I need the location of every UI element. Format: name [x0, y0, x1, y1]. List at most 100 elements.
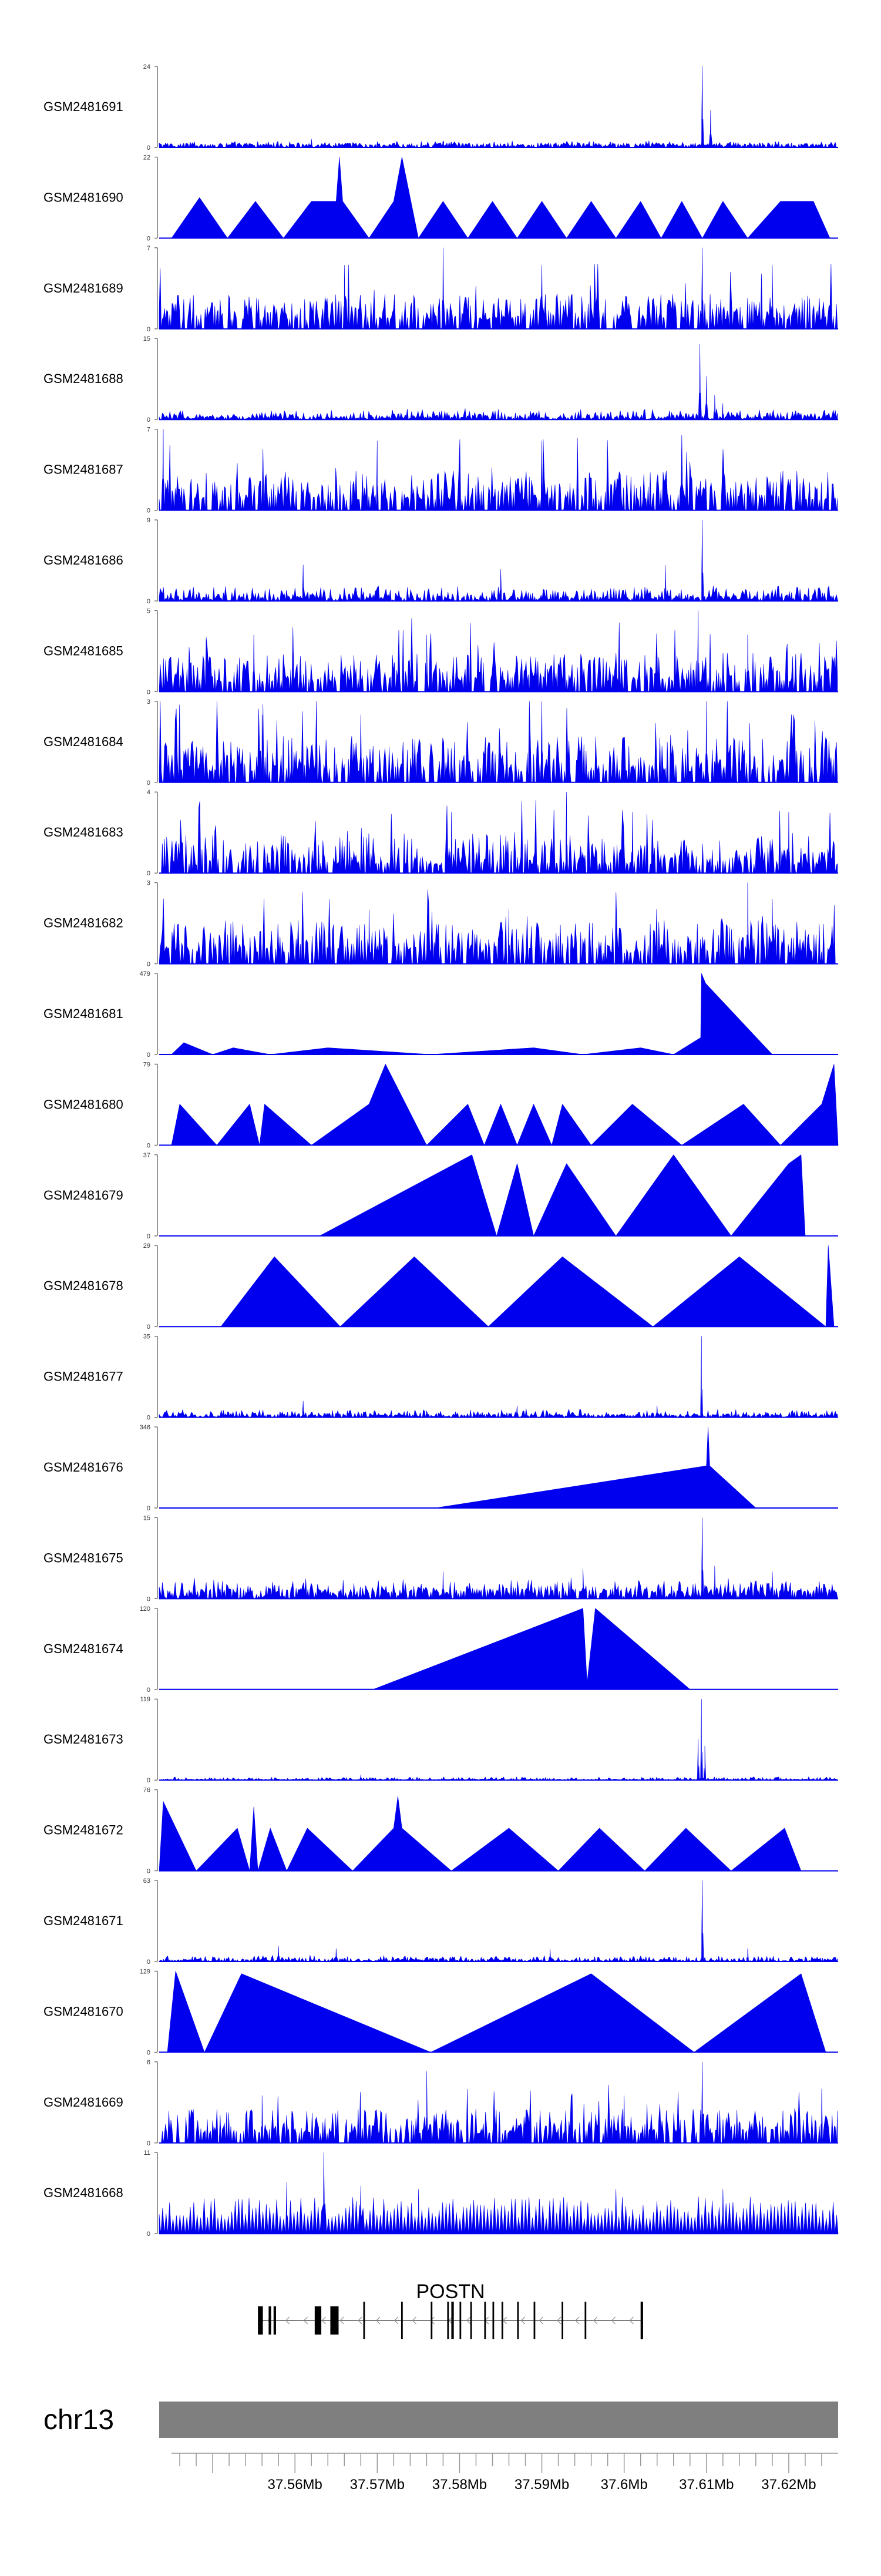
track-GSM2481687: GSM2481687 7 0 — [43, 426, 838, 515]
y-max-label: 9 — [147, 517, 150, 524]
track-label: GSM2481690 — [43, 190, 123, 204]
y-max-label: 76 — [143, 1787, 150, 1794]
coverage-area — [435, 1426, 756, 1509]
strand-arrow — [575, 2316, 580, 2325]
coverage-area — [220, 1245, 835, 1327]
y-min-label: 0 — [147, 508, 150, 515]
coverage-area — [159, 344, 838, 420]
coverage-area — [159, 791, 838, 874]
coverage-area — [373, 1608, 691, 1690]
y-max-label: 120 — [140, 1606, 150, 1613]
y-max-label: 7 — [147, 245, 150, 252]
exon — [268, 2306, 271, 2335]
exon — [501, 2302, 503, 2339]
strand-arrow — [339, 2316, 344, 2325]
strand-arrow — [466, 2316, 471, 2325]
y-min-label: 0 — [147, 870, 150, 877]
track-label: GSM2481669 — [43, 2095, 123, 2110]
y-min-label: 0 — [147, 1596, 150, 1603]
y-min-label: 0 — [147, 1324, 150, 1331]
genome-axis: 37.56Mb 37.57Mb 37.58Mb 37.59Mb 37.6Mb 37.61M… — [172, 2453, 838, 2493]
track-GSM2481681: GSM2481681 479 0 — [43, 970, 838, 1059]
y-min-label: 0 — [147, 1687, 150, 1694]
strand-arrow — [303, 2316, 308, 2325]
y-min-label: 0 — [147, 417, 150, 424]
strand-arrow — [629, 2316, 634, 2325]
y-min-label: 0 — [147, 326, 150, 333]
track-label: GSM2481688 — [43, 371, 123, 386]
exon — [459, 2302, 462, 2339]
y-max-label: 11 — [144, 2150, 150, 2157]
track-label: GSM2481668 — [43, 2185, 123, 2200]
track-GSM2481671: GSM2481671 63 0 — [43, 1878, 838, 1966]
y-max-label: 35 — [143, 1334, 150, 1341]
coverage-area — [159, 1796, 802, 1871]
y-max-label: 4 — [147, 789, 150, 796]
y-max-label: 15 — [143, 335, 150, 342]
strand-arrow — [412, 2316, 416, 2325]
track-label: GSM2481681 — [43, 1006, 123, 1021]
y-max-label: 479 — [140, 970, 150, 978]
track-GSM2481680: GSM2481680 79 0 — [43, 1061, 839, 1149]
y-max-label: 129 — [140, 1968, 150, 1975]
exon — [330, 2306, 339, 2335]
coverage-area — [319, 1154, 806, 1237]
y-max-label: 6 — [147, 2059, 150, 2066]
strand-arrow — [502, 2316, 507, 2325]
track-GSM2481677: GSM2481677 35 0 — [43, 1334, 838, 1422]
track-label: GSM2481673 — [43, 1732, 123, 1747]
chromosome-band — [159, 2402, 838, 2438]
y-max-label: 63 — [143, 1878, 150, 1885]
track-GSM2481673: GSM2481673 119 0 — [43, 1696, 838, 1784]
y-max-label: 24 — [143, 63, 150, 70]
y-min-label: 0 — [147, 2140, 150, 2147]
track-GSM2481686: GSM2481686 9 0 — [43, 517, 838, 605]
y-min-label: 0 — [147, 780, 150, 787]
x-tick-label: 37.57Mb — [350, 2477, 405, 2493]
exon — [363, 2302, 365, 2339]
track-GSM2481669: GSM2481669 6 0 — [43, 2059, 838, 2147]
track-label: GSM2481674 — [43, 1641, 123, 1656]
coverage-area — [159, 1336, 838, 1418]
y-max-label: 7 — [147, 426, 150, 434]
strand-arrow — [376, 2316, 381, 2325]
exon — [258, 2306, 263, 2335]
track-GSM2481682: GSM2481682 3 0 — [43, 880, 838, 968]
track-label: GSM2481671 — [43, 1913, 123, 1928]
y-min-label: 0 — [147, 1052, 150, 1059]
x-tick-label: 37.59Mb — [515, 2477, 569, 2493]
track-GSM2481684: GSM2481684 3 0 — [43, 698, 838, 787]
coverage-area — [159, 66, 838, 148]
strand-arrow — [539, 2316, 543, 2325]
exon — [517, 2302, 519, 2339]
y-min-label: 0 — [147, 1959, 150, 1966]
track-label: GSM2481689 — [43, 281, 123, 295]
strand-arrow — [557, 2316, 561, 2325]
x-tick-label: 37.62Mb — [761, 2477, 816, 2493]
y-max-label: 22 — [143, 154, 150, 161]
y-min-label: 0 — [147, 1233, 150, 1240]
coverage-area — [159, 882, 838, 964]
y-min-label: 0 — [147, 235, 150, 242]
coverage-area — [159, 429, 838, 511]
strand-arrow — [611, 2316, 616, 2325]
y-min-label: 0 — [147, 1868, 150, 1875]
exon — [314, 2306, 322, 2335]
exon — [584, 2302, 587, 2339]
track-label: GSM2481686 — [43, 553, 123, 567]
coverage-area — [159, 247, 838, 330]
y-min-label: 0 — [147, 688, 150, 696]
exon — [470, 2302, 472, 2339]
track-GSM2481685: GSM2481685 5 0 — [43, 607, 838, 696]
track-GSM2481683: GSM2481683 4 0 — [43, 789, 838, 877]
y-min-label: 0 — [147, 961, 150, 968]
strand-arrow — [285, 2316, 290, 2325]
strand-arrow — [448, 2316, 453, 2325]
y-min-label: 0 — [147, 1142, 150, 1149]
track-label: GSM2481675 — [43, 1550, 123, 1565]
track-label: GSM2481677 — [43, 1369, 123, 1384]
coverage-area — [159, 2152, 839, 2234]
exon — [401, 2302, 403, 2339]
y-max-label: 3 — [147, 698, 150, 706]
